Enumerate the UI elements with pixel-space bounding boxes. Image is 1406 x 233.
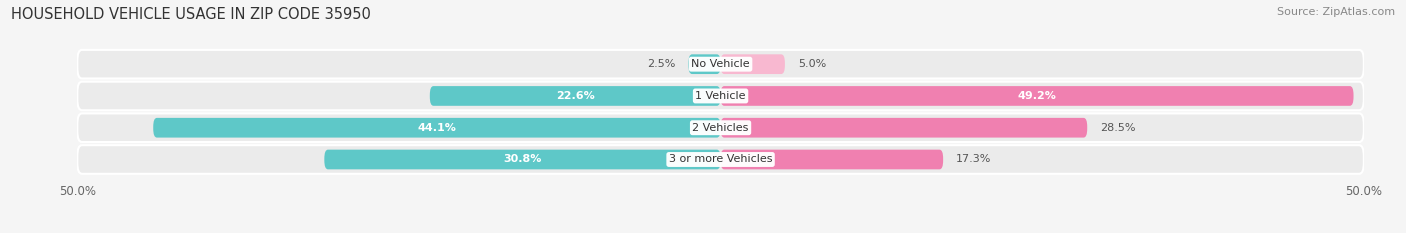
FancyBboxPatch shape	[325, 150, 721, 169]
FancyBboxPatch shape	[77, 145, 1364, 174]
Text: 2.5%: 2.5%	[647, 59, 675, 69]
Text: No Vehicle: No Vehicle	[692, 59, 749, 69]
FancyBboxPatch shape	[721, 86, 1354, 106]
FancyBboxPatch shape	[77, 113, 1364, 142]
FancyBboxPatch shape	[153, 118, 721, 137]
FancyBboxPatch shape	[721, 54, 785, 74]
Text: 17.3%: 17.3%	[956, 154, 991, 164]
FancyBboxPatch shape	[77, 50, 1364, 79]
FancyBboxPatch shape	[689, 54, 721, 74]
Text: 5.0%: 5.0%	[797, 59, 825, 69]
Text: 30.8%: 30.8%	[503, 154, 541, 164]
Text: 28.5%: 28.5%	[1099, 123, 1136, 133]
FancyBboxPatch shape	[430, 86, 721, 106]
Text: 22.6%: 22.6%	[555, 91, 595, 101]
Text: 2 Vehicles: 2 Vehicles	[692, 123, 749, 133]
Text: HOUSEHOLD VEHICLE USAGE IN ZIP CODE 35950: HOUSEHOLD VEHICLE USAGE IN ZIP CODE 3595…	[11, 7, 371, 22]
FancyBboxPatch shape	[721, 150, 943, 169]
FancyBboxPatch shape	[721, 118, 1087, 137]
Text: 3 or more Vehicles: 3 or more Vehicles	[669, 154, 772, 164]
Text: 49.2%: 49.2%	[1018, 91, 1056, 101]
Text: 1 Vehicle: 1 Vehicle	[696, 91, 745, 101]
FancyBboxPatch shape	[77, 82, 1364, 110]
Text: Source: ZipAtlas.com: Source: ZipAtlas.com	[1277, 7, 1395, 17]
Text: 44.1%: 44.1%	[418, 123, 457, 133]
